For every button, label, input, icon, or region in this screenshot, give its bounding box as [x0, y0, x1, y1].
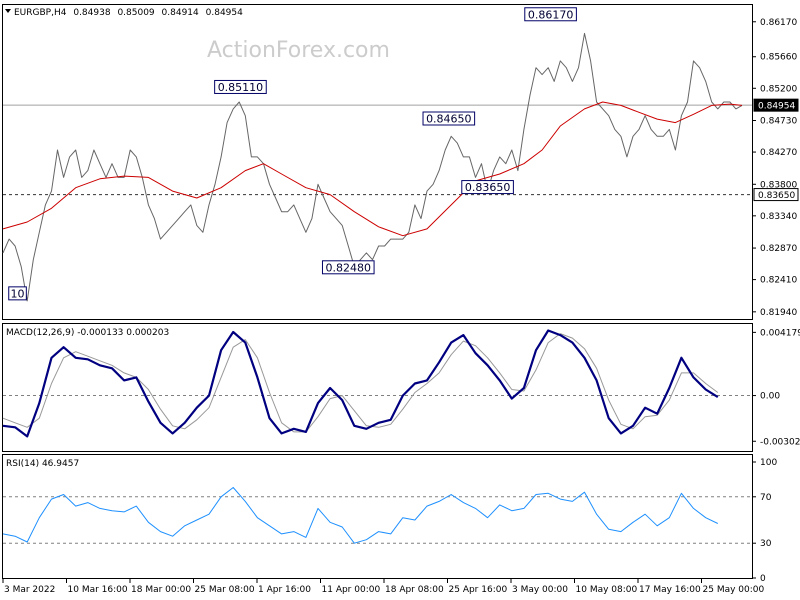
x-tick-label: 18 Mar 00:00: [131, 585, 191, 595]
price-series: [2, 32, 743, 302]
moving-average-line: [2, 101, 743, 237]
macd-y-tick-label: -0.003022: [760, 437, 800, 447]
annotation-box: [321, 260, 375, 275]
x-tick-label: 25 Apr 16:00: [449, 585, 508, 595]
rsi-y-tick-label: 0: [760, 574, 766, 584]
macd-main-line: [2, 329, 719, 438]
annotation-box: [422, 111, 476, 126]
annotation-0: 0.86170: [524, 7, 577, 22]
annotation-label: 0.86170: [528, 8, 574, 21]
rsi-line: [2, 487, 719, 544]
current-price-tag-box: [753, 98, 799, 112]
rsi-y-tick-label: 30: [760, 539, 772, 549]
annotation-4: 0.82480: [321, 260, 375, 275]
header-low: 0.84914: [162, 8, 199, 18]
time-x-axis: 3 Mar 2022 10 Mar 16:00 18 Mar 00:00 25 Mar…: [2, 579, 765, 595]
x-tick-label: 3 Mar 2022: [4, 585, 55, 595]
x-tick-label: 25 May 00:00: [703, 585, 765, 595]
rsi-y-tick-label: 100: [760, 458, 777, 468]
current-price-tag: 0.84954: [753, 98, 799, 112]
macd-y-axis: 0.004179 0.00 -0.003022: [752, 328, 800, 447]
x-tick-label: 1 Apr 16:00: [258, 585, 311, 595]
macd-main-series: [2, 329, 719, 438]
price-line: [2, 32, 743, 302]
moving-average-series: [2, 101, 743, 237]
x-tick-label: 25 Mar 08:00: [195, 585, 255, 595]
annotation-label: 0.84650: [426, 113, 472, 126]
header-open: 0.84938: [73, 8, 110, 18]
macd-signal-line: [2, 333, 719, 433]
rsi-title: RSI(14) 46.9457: [6, 459, 79, 469]
watermark-text: ActionForex.com: [207, 38, 390, 63]
price-y-tick-label: 0.83340: [760, 212, 797, 222]
chart-header: EURGBP,H4 0.84938 0.85009 0.84914 0.8495…: [5, 8, 243, 18]
x-tick-label: 3 May 00:00: [512, 585, 568, 595]
rsi-y-axis: 100 70 30 0: [752, 458, 777, 584]
annotation-label: 10: [11, 287, 25, 300]
annotation-box: [461, 180, 514, 195]
annotation-label: 0.82480: [326, 261, 372, 274]
annotation-box: [8, 286, 27, 301]
current-price-tag-label: 0.84954: [758, 102, 795, 112]
price-y-tick-label: 0.84270: [760, 148, 797, 158]
annotation-label: 0.85110: [218, 81, 264, 94]
rsi-level-lines: [3, 496, 752, 544]
macd-title: MACD(12,26,9) -0.000133 0.000203: [6, 328, 169, 338]
macd-y-tick-label: 0.00: [760, 392, 780, 402]
macd-y-tick-label: 0.004179: [760, 328, 800, 338]
price-y-axis: 0.86170 0.85660 0.85200 0.84730 0.84270 0.838…: [752, 18, 799, 318]
header-high: 0.85009: [117, 8, 154, 18]
price-y-tick-label: 0.84730: [760, 117, 797, 127]
rsi-y-tick-label: 70: [760, 493, 772, 503]
rsi-panel-frame: [2, 454, 753, 579]
price-y-tick-label: 0.82410: [760, 276, 797, 286]
x-tick-label: 17 May 16:00: [639, 585, 701, 595]
annotation-2: 0.84650: [422, 111, 476, 126]
x-tick-label: 18 Apr 08:00: [385, 585, 444, 595]
price-reference-lines: [3, 104, 752, 196]
price-y-tick-label: 0.82870: [760, 244, 797, 254]
rsi-series: [2, 487, 719, 544]
annotation-5: 10: [8, 286, 27, 301]
price-annotations: 0.86170 0.85110 0.84650 0.83650 0.82480 10: [8, 7, 577, 301]
price-y-tick-label: 0.85660: [760, 53, 797, 63]
annotation-box: [524, 7, 577, 22]
price-y-tick-label: 0.85200: [760, 84, 797, 94]
annotation-box: [214, 79, 267, 94]
x-tick-label: 11 Apr 00:00: [322, 585, 381, 595]
support-level-tag-box: [753, 188, 799, 202]
macd-signal-series: [2, 333, 719, 433]
dropdown-triangle-icon: [5, 9, 11, 13]
price-y-tick-label: 0.83800: [760, 180, 797, 190]
annotation-1: 0.85110: [214, 79, 267, 94]
svg-text:EURGBP,H4 0.84938: EURGBP,H4 0.84938 0.85009 0.84914 0.8495…: [14, 8, 243, 18]
header-symbol: EURGBP,H4: [14, 8, 67, 18]
support-level-tag-label: 0.83650: [758, 191, 795, 201]
x-tick-label: 10 May 08:00: [576, 585, 638, 595]
price-y-tick-label: 0.81940: [760, 308, 797, 318]
header-close: 0.84954: [206, 8, 243, 18]
support-level-tag: 0.83650: [753, 188, 799, 202]
annotation-label: 0.83650: [465, 181, 511, 194]
annotation-3: 0.83650: [461, 180, 514, 195]
x-tick-label: 10 Mar 16:00: [68, 585, 128, 595]
macd-panel-frame: [2, 323, 753, 452]
price-y-tick-label: 0.86170: [760, 18, 797, 28]
